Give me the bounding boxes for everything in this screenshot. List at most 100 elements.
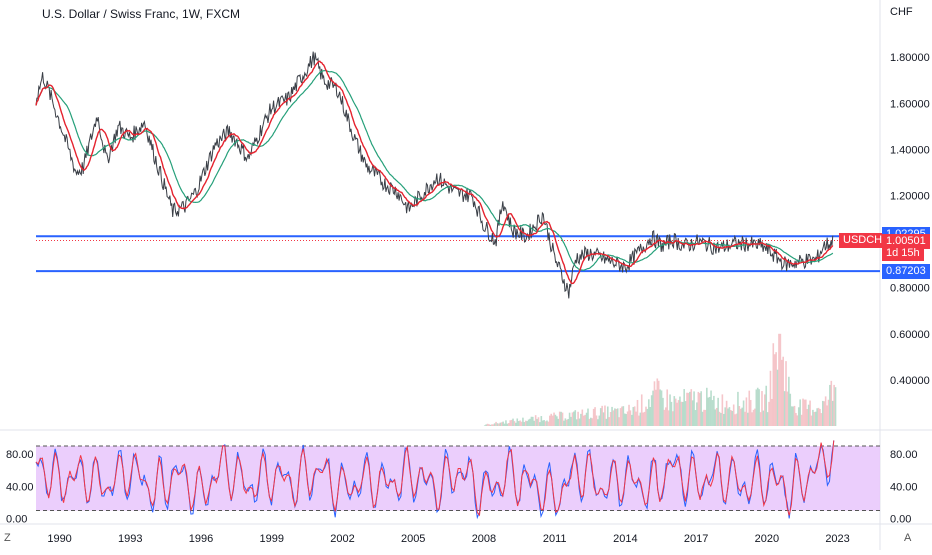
volume-bar	[491, 424, 493, 426]
volume-bar	[756, 387, 759, 426]
volume-bar	[660, 390, 663, 426]
price-tick-label: 0.80000	[890, 283, 930, 295]
volume-bar	[631, 414, 633, 426]
volume-bar	[612, 410, 615, 426]
volume-bar	[557, 418, 560, 426]
x-tick-label: 2011	[543, 533, 567, 545]
volume-bar	[680, 401, 683, 426]
volume-bar	[524, 420, 527, 426]
volume-bar	[772, 343, 775, 426]
volume-bar	[510, 419, 513, 426]
volume-bar	[739, 408, 742, 426]
volume-bar	[823, 401, 826, 426]
volume-bar	[663, 409, 666, 426]
volume-bar	[608, 417, 611, 426]
volume-bar	[499, 422, 502, 426]
volume-bar	[766, 412, 769, 426]
volume-bar	[614, 408, 616, 426]
volume-bar	[735, 413, 738, 426]
volume-bar	[489, 424, 492, 426]
volume-bar	[500, 422, 503, 426]
volume-bar	[780, 359, 783, 426]
volume-bar	[686, 392, 688, 426]
volume-bar	[819, 408, 821, 426]
price-tick-label: 1.20000	[890, 190, 930, 202]
x-tick-label: 1990	[47, 533, 71, 545]
volume-bar	[594, 407, 596, 426]
volume-bar	[707, 397, 710, 426]
volume-bar	[653, 381, 656, 426]
volume-bar	[672, 411, 674, 426]
volume-bar	[642, 412, 644, 426]
volume-bar	[789, 393, 792, 426]
volume-bar	[689, 391, 691, 426]
volume-bar	[773, 354, 776, 426]
volume-bar	[640, 394, 643, 426]
volume-bar	[656, 378, 659, 426]
volume-bar	[655, 389, 657, 426]
volume-bar	[799, 399, 801, 426]
price-tick-label: 1.80000	[890, 52, 930, 64]
volume-bar	[522, 417, 524, 426]
volume-bar	[710, 390, 712, 426]
volume-bar	[618, 417, 620, 426]
volume-bar	[751, 412, 753, 426]
volume-bar	[820, 413, 823, 426]
volume-bar	[761, 391, 763, 426]
volume-bar	[742, 400, 745, 426]
volume-bar	[687, 392, 690, 426]
volume-bar	[580, 413, 582, 426]
volume-bar	[731, 410, 734, 426]
volume-bar	[629, 410, 632, 426]
x-tick-label: 1999	[260, 533, 284, 545]
volume-bar	[520, 421, 523, 426]
volume-bar	[696, 402, 698, 426]
volume-bar	[822, 400, 824, 426]
volume-bar	[556, 416, 558, 426]
volume-bar	[533, 420, 536, 426]
auto-scale-button[interactable]: A	[904, 532, 912, 544]
volume-bar	[551, 415, 554, 426]
volume-bar	[558, 411, 561, 426]
oscillator-line-slow	[35, 440, 835, 517]
volume-bar	[517, 421, 520, 426]
volume-bar	[734, 414, 736, 426]
x-tick-label: 2014	[613, 533, 637, 545]
volume-bar	[604, 405, 606, 426]
volume-bar	[592, 408, 595, 426]
x-tick-label: 2023	[825, 533, 849, 545]
volume-bar	[648, 399, 650, 426]
horizontal-lines[interactable]	[36, 235, 880, 273]
volume-bar	[574, 410, 577, 426]
volume-bar	[534, 415, 537, 426]
price-line	[35, 51, 834, 299]
volume-bar	[805, 399, 807, 426]
volume-bar	[646, 408, 649, 426]
volume-bar	[816, 408, 818, 426]
volume-bar	[676, 402, 678, 426]
timezone-button[interactable]: Z	[4, 532, 11, 544]
volume-bar	[779, 333, 782, 426]
volume-bar	[728, 407, 731, 426]
volume-bar	[758, 389, 760, 426]
volume-bar	[657, 380, 660, 426]
volume-bar	[609, 412, 612, 426]
price-tick-label: 0.40000	[890, 375, 930, 387]
volume-bar	[827, 399, 830, 426]
volume-bar	[833, 384, 835, 426]
volume-bar	[725, 400, 728, 426]
volume-bar	[703, 409, 705, 426]
volume-bar	[635, 411, 637, 426]
volume-bar	[565, 419, 568, 426]
moving-average-fast	[35, 60, 834, 285]
volume-bar	[741, 407, 743, 426]
volume-bar	[727, 408, 729, 426]
lower-line-price-tag: 0.87203	[882, 264, 930, 279]
volume-bar	[690, 389, 693, 426]
volume-bar	[560, 411, 562, 426]
volume-bar	[638, 415, 640, 426]
volume-bar	[626, 411, 629, 426]
volume-bar	[797, 407, 800, 426]
volume-bar	[597, 419, 599, 426]
